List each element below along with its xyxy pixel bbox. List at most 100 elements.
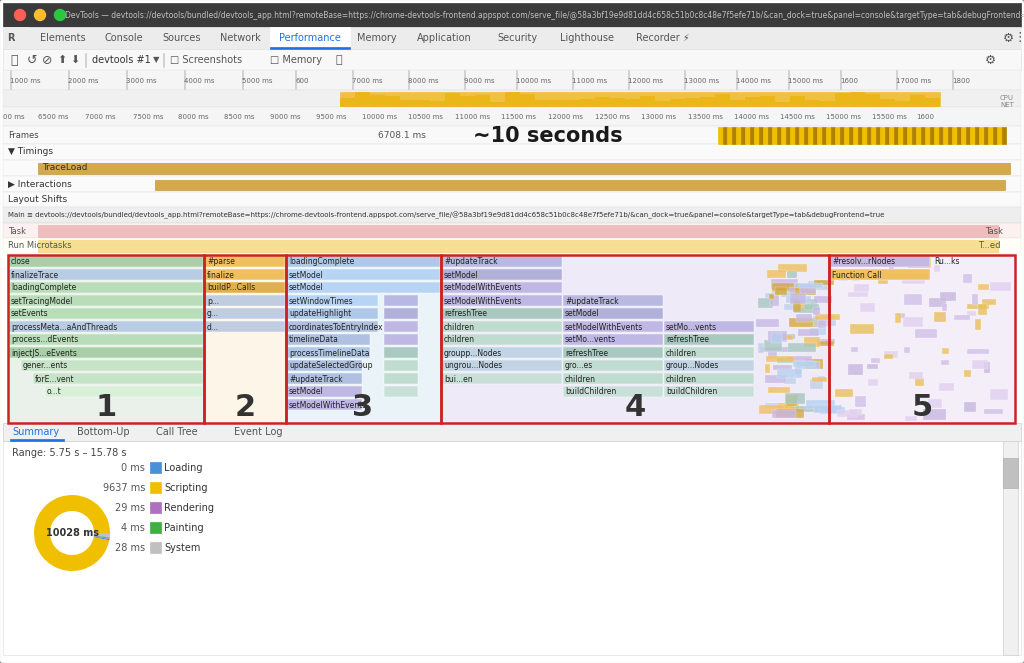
Text: Loading: Loading [164, 463, 203, 473]
Bar [984, 362, 990, 373]
Text: close: close [11, 257, 31, 267]
Bar [925, 97, 939, 106]
Text: Painting: Painting [164, 523, 204, 533]
Bar [3, 107, 1021, 126]
Bar [939, 383, 954, 391]
Bar [205, 308, 285, 319]
Text: 9000 ms: 9000 ms [270, 114, 301, 120]
Text: children: children [444, 322, 475, 332]
Bar [967, 349, 989, 354]
Text: setWindowTimes: setWindowTimes [289, 296, 353, 306]
Text: 9637 ms: 9637 ms [102, 483, 145, 493]
Text: Frames: Frames [8, 131, 39, 139]
Text: g...: g... [207, 310, 219, 318]
Bar [384, 295, 418, 306]
Bar [804, 337, 820, 347]
Bar [9, 282, 203, 293]
Text: Ru...ks: Ru...ks [934, 257, 959, 265]
Text: NET: NET [1000, 102, 1014, 108]
Bar [287, 308, 378, 319]
Bar [22, 360, 203, 371]
Text: 1600: 1600 [840, 78, 858, 84]
Bar [820, 407, 845, 414]
Text: setMo...vents: setMo...vents [565, 335, 616, 345]
Bar [867, 364, 878, 369]
Bar [895, 313, 901, 323]
Bar [847, 414, 865, 420]
Bar [895, 101, 909, 106]
Text: 14500 ms: 14500 ms [780, 114, 815, 120]
Bar [287, 282, 440, 293]
Bar [849, 127, 853, 144]
Bar [923, 409, 946, 420]
Bar [835, 389, 853, 397]
Bar [38, 225, 998, 237]
Text: Console: Console [104, 33, 143, 43]
Text: 4 ms: 4 ms [121, 523, 145, 533]
Bar [150, 482, 161, 493]
Bar [745, 127, 750, 144]
Bar [850, 324, 874, 334]
Bar [784, 378, 796, 384]
Bar [813, 127, 817, 144]
Bar [664, 373, 754, 384]
Text: refreshTree: refreshTree [444, 310, 487, 318]
Bar [829, 255, 1015, 423]
Text: 10500 ms: 10500 ms [408, 114, 443, 120]
Bar [205, 321, 285, 332]
Bar [909, 372, 923, 379]
Bar [899, 313, 905, 318]
Bar [907, 127, 912, 144]
Bar [33, 373, 203, 384]
Text: 1600: 1600 [916, 114, 934, 120]
Bar [982, 299, 996, 305]
Bar [786, 127, 790, 144]
Text: 28 ms: 28 ms [115, 543, 145, 553]
Text: □ Screenshots: □ Screenshots [170, 55, 242, 65]
Bar [830, 269, 930, 280]
Text: o...t: o...t [47, 387, 61, 396]
Text: 1: 1 [95, 392, 117, 422]
Text: 2000 ms: 2000 ms [68, 78, 98, 84]
Bar [775, 101, 790, 106]
Bar [520, 93, 534, 106]
Circle shape [54, 9, 66, 21]
Bar [445, 93, 459, 106]
Text: R: R [7, 33, 14, 43]
Bar [8, 255, 204, 423]
Text: timelineData: timelineData [289, 335, 339, 345]
Bar [793, 287, 816, 295]
Text: ⚙: ⚙ [1002, 32, 1014, 44]
Bar [903, 127, 907, 144]
Bar [45, 386, 203, 397]
Bar [952, 127, 957, 144]
Text: p...: p... [207, 296, 219, 306]
Bar [854, 284, 869, 292]
Bar [664, 334, 754, 345]
Text: TraceLoad: TraceLoad [42, 164, 87, 172]
Bar [442, 269, 562, 280]
Text: System: System [164, 543, 201, 553]
Bar [442, 347, 562, 358]
Bar [38, 163, 1010, 174]
Bar [966, 127, 970, 144]
Bar [442, 295, 562, 306]
Circle shape [35, 9, 45, 21]
Circle shape [14, 9, 26, 21]
Bar [370, 95, 384, 106]
Bar [384, 334, 418, 345]
Text: Application: Application [417, 33, 471, 43]
Bar [772, 289, 782, 295]
Text: children: children [666, 349, 697, 357]
Bar [3, 144, 1021, 160]
Text: Run Microtasks: Run Microtasks [8, 241, 72, 251]
Bar [867, 127, 871, 144]
Bar [910, 95, 924, 106]
Text: children: children [666, 375, 697, 383]
Bar [804, 127, 808, 144]
Bar [355, 93, 369, 106]
Bar [3, 441, 1021, 655]
Bar [786, 395, 797, 406]
Bar [1002, 127, 1006, 144]
Text: Bottom-Up: Bottom-Up [78, 427, 130, 437]
